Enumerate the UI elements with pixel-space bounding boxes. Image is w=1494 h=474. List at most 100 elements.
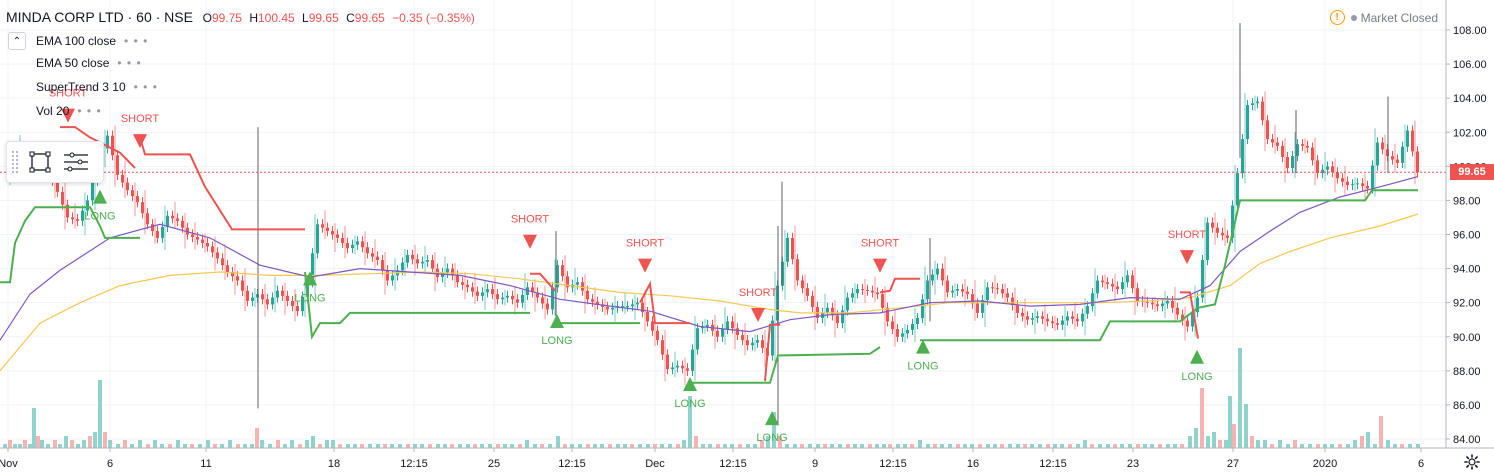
candle-body [81,210,84,221]
candle-body [1131,275,1134,289]
volume-bar [800,444,804,448]
candle-body [586,290,589,300]
candle-body [1216,227,1219,233]
volume-bar [1232,424,1236,448]
legend-ema50[interactable]: EMA 50 close • • • [36,56,142,70]
volume-bar [496,444,500,448]
volume-bar [1278,440,1282,448]
volume-bar [8,440,12,448]
volume-bar [926,444,930,448]
price-tick-label: 92.00 [1453,298,1481,310]
volume-bar [1046,444,1050,448]
symbol-title[interactable]: MINDA CORP LTD · 60 · NSE [6,9,193,25]
legend-ema100[interactable]: ⌃ EMA 100 close • • • [8,32,148,50]
volume-bar [443,444,447,448]
candle-body [941,268,944,281]
volume-bar [1060,444,1064,448]
candle-body [1256,101,1259,104]
collapse-legend-icon[interactable]: ⌃ [8,32,26,50]
time-tick-label: 27 [1227,458,1239,470]
time-tick-label: Dec [645,458,665,470]
volume-bar [338,444,342,448]
candle-body [1016,305,1019,313]
legend-volume[interactable]: Vol 20 • • • [36,104,102,118]
candle-body [1371,165,1374,189]
volume-bar [1379,416,1383,448]
candle-body [1316,160,1319,174]
supertrend-down-segment [60,126,136,169]
gear-icon[interactable] [1464,454,1480,470]
volume-bar [525,440,529,448]
volume-bar [390,444,394,448]
candle-body [516,299,519,303]
candle-body [166,215,169,227]
candle-body [171,215,174,219]
volume-bar [153,440,157,448]
volume-bar [1330,444,1334,448]
candle-body [126,182,129,191]
more-options-icon[interactable]: • • • [133,80,158,94]
candle-body [1341,178,1344,182]
volume-bar [623,444,627,448]
more-options-icon[interactable]: • • • [124,34,149,48]
candle-body [321,224,324,228]
candle-body [1056,323,1059,325]
market-status[interactable]: ! Market Closed [1329,10,1438,25]
price-axis: 84.00 86.00 88.00 90.00 92.00 94.00 96.00 98.00… [1445,0,1487,448]
more-options-icon[interactable]: • • • [77,104,102,118]
rectangle-tool-icon[interactable] [25,147,55,177]
legend-label: SuperTrend 3 10 [36,80,126,94]
candle-body [146,213,149,225]
candle-body [796,259,799,281]
candle-body [296,306,299,312]
candle-body [1241,139,1244,174]
volume-bar [766,436,770,448]
legend-supertrend[interactable]: SuperTrend 3 10 • • • [36,80,158,94]
candle-body [356,241,359,245]
volume-bar [480,444,484,448]
candle-body [281,290,284,296]
candle-body [431,260,434,269]
volume-bar [58,444,62,448]
time-tick-label: 12:15 [400,458,428,470]
candle-body [746,340,749,346]
candle-body [361,241,364,248]
drag-handle-icon[interactable] [11,150,19,174]
volume-bar [428,444,432,448]
floating-drawing-toolbar[interactable] [6,141,104,183]
candle-body [916,318,919,324]
volume-bar [1016,444,1020,448]
volume-bar [1000,444,1004,448]
line-style-icon[interactable] [61,147,91,177]
candle-body [316,224,319,254]
short-label: SHORT [626,238,665,250]
volume-bar [420,444,424,448]
candle-body [886,307,889,322]
candle-body [216,252,219,259]
volume-bar [311,436,315,448]
candle-body [1176,307,1179,315]
volume-bar [668,444,672,448]
long-arrow-icon [93,189,107,204]
volume-bar [1200,388,1204,448]
candle-body [481,292,484,296]
volume-bar [228,440,232,448]
volume-bar [103,432,107,448]
candle-body [971,294,974,304]
volume-bar [406,444,410,448]
candle-body [466,284,469,288]
status-dot-icon [1350,14,1357,21]
short-arrow-icon [1180,250,1194,265]
price-tick-label: 84.00 [1453,434,1481,446]
candle-body [1006,293,1009,298]
volume-bar [40,440,44,448]
candle-body [226,265,229,272]
candle-body [596,301,599,305]
volume-bar [646,444,650,448]
open-label: O [202,11,212,25]
candle-body [251,297,254,301]
volume-bar [963,444,967,448]
more-options-icon[interactable]: • • • [117,56,142,70]
candle-body [1161,303,1164,307]
